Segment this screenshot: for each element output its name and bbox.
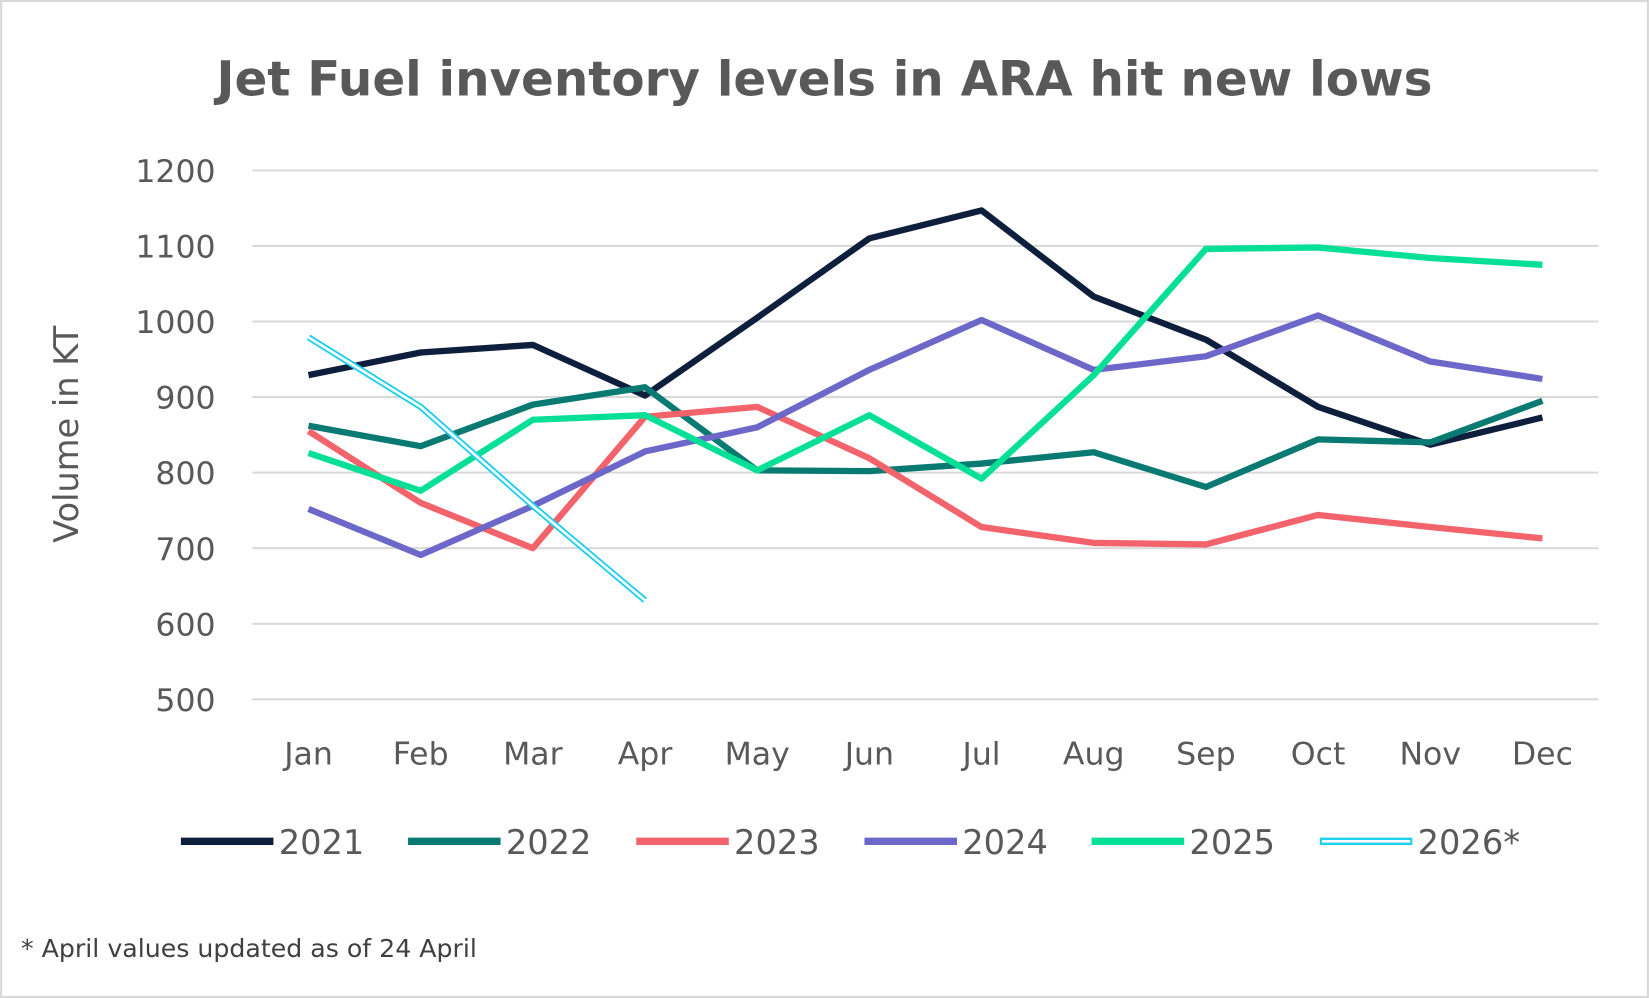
- y-tick-label: 700: [155, 532, 215, 568]
- legend-label: 2024: [962, 823, 1048, 862]
- x-tick-label: Aug: [1063, 737, 1125, 773]
- series-line-2025: [307, 244, 1543, 494]
- x-tick-label: Dec: [1512, 737, 1573, 773]
- series-line-2022: [307, 384, 1544, 491]
- series-lines: [306, 207, 1544, 603]
- legend-label: 2022: [506, 823, 592, 862]
- chart-title: Jet Fuel inventory levels in ARA hit new…: [214, 52, 1433, 108]
- y-tick-label: 1100: [135, 229, 215, 265]
- y-tick-label: 600: [155, 607, 215, 643]
- y-tick-label: 500: [155, 683, 215, 719]
- x-tick-label: Sep: [1176, 737, 1235, 773]
- y-tick-label: 800: [155, 456, 215, 492]
- x-tick-label: Jan: [282, 737, 333, 773]
- y-axis-ticks: 500 600 700 800 900 1000 1100 1200: [135, 154, 215, 719]
- series-line-inner: [307, 336, 646, 602]
- y-axis-label: Volume in KT: [47, 325, 86, 543]
- x-tick-label: Mar: [503, 737, 563, 773]
- x-tick-label: May: [725, 737, 790, 773]
- y-tick-label: 900: [155, 381, 215, 417]
- legend-label: 2025: [1189, 823, 1275, 862]
- legend-label: 2021: [279, 823, 365, 862]
- x-tick-label: Oct: [1291, 737, 1346, 773]
- legend-label: 2026*: [1418, 823, 1520, 862]
- gridlines: [252, 169, 1599, 701]
- series-line-2021: [307, 207, 1544, 448]
- footnote: * April values updated as of 24 April: [21, 934, 477, 963]
- x-tick-label: Nov: [1399, 737, 1461, 773]
- x-tick-label: Apr: [618, 737, 673, 773]
- x-tick-label: Jun: [843, 737, 894, 773]
- legend: 2021 2022 2023 2024 2025 2026*: [180, 823, 1520, 862]
- x-axis-ticks: Jan Feb Mar Apr May Jun Jul Aug Sep Oct Nov Dec: [282, 737, 1573, 773]
- series-line-2023: [306, 403, 1543, 552]
- x-tick-label: Feb: [393, 737, 449, 773]
- series-line-2024: [307, 312, 1543, 559]
- y-tick-label: 1000: [135, 305, 215, 341]
- legend-label: 2023: [734, 823, 820, 862]
- y-tick-label: 1200: [135, 154, 215, 190]
- x-tick-label: Jul: [961, 737, 1001, 773]
